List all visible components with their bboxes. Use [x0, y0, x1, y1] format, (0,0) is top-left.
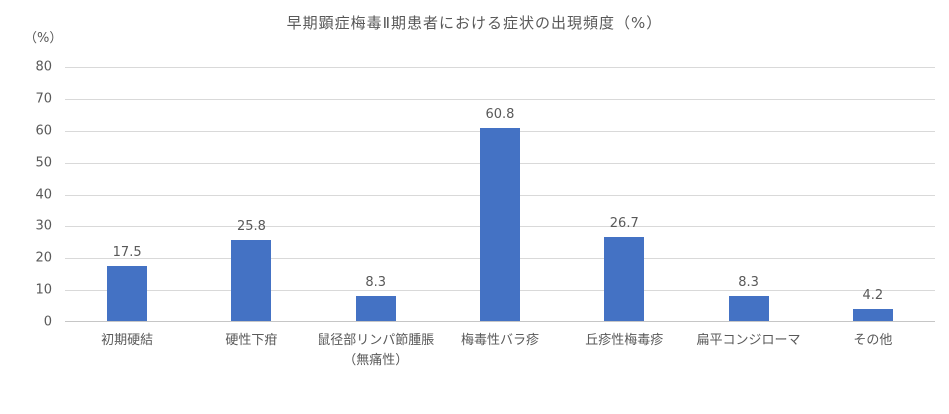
x-category-label: 丘疹性梅毒疹 [585, 333, 664, 348]
bar-value-label: 60.8 [485, 107, 515, 123]
plot-area: 0 10 20 30 40 50 60 70 80 17.5 25.8 8.3 60.8 26.7 8.3… [35, 60, 935, 368]
bar [728, 295, 769, 322]
x-category-label: 梅毒性バラ疹 [460, 333, 539, 348]
y-tick-label: 50 [35, 155, 52, 171]
bar [479, 128, 520, 322]
gridline [65, 67, 935, 68]
bar-column: 17.5 [65, 67, 189, 322]
y-tick-label: 80 [35, 59, 52, 75]
bar-value-label: 8.3 [365, 274, 387, 290]
x-category-label: 硬性下疳 [225, 333, 278, 348]
bar-value-label: 25.8 [236, 218, 266, 234]
bar-column: 25.8 [189, 67, 313, 322]
bar-column: 60.8 [438, 67, 562, 322]
x-category-label: その他 [853, 333, 893, 348]
x-axis-line [65, 321, 935, 322]
bar-value-label: 8.3 [738, 274, 759, 290]
gridline [65, 98, 935, 100]
y-tick-label: 20 [35, 250, 52, 266]
bar-value-label: 26.7 [609, 215, 639, 231]
bar [355, 295, 396, 322]
y-tick-label: 70 [35, 91, 52, 107]
chart-title: 早期顕症梅毒Ⅱ期患者における症状の出現頻度（%） [286, 14, 663, 32]
x-category-label: 扁平コンジローマ [696, 333, 801, 348]
bar [107, 266, 148, 322]
y-tick-label: 30 [35, 218, 52, 234]
y-tick-label: 60 [35, 123, 52, 139]
y-axis-unit-label: （%） [24, 31, 63, 46]
bar [604, 236, 645, 322]
bar-value-label: 4.2 [862, 287, 884, 303]
x-category-label: 鼠径部リンパ節腫脹 （無痛性） [317, 333, 435, 369]
bar-value-label: 17.5 [112, 245, 142, 261]
y-tick-label: 40 [35, 187, 52, 202]
bar [852, 308, 893, 322]
x-axis-category-labels: 初期硬結 硬性下疳 鼠径部リンパ節腫脹 （無痛性） 梅毒性バラ疹 丘疹性梅毒疹 扁平コンジ… [65, 331, 935, 371]
bar-column: 4.2 [811, 67, 935, 322]
bar-column: 8.3 [686, 67, 810, 322]
x-category-label: 初期硬結 [101, 333, 154, 348]
y-tick-label: 10 [35, 282, 52, 298]
bar [231, 239, 272, 322]
bar-column: 26.7 [562, 67, 686, 322]
bars-container: 17.5 25.8 8.3 60.8 26.7 8.3 4.2 [65, 67, 935, 322]
bar-column: 8.3 [314, 67, 438, 322]
y-tick-label: 0 [43, 314, 52, 330]
